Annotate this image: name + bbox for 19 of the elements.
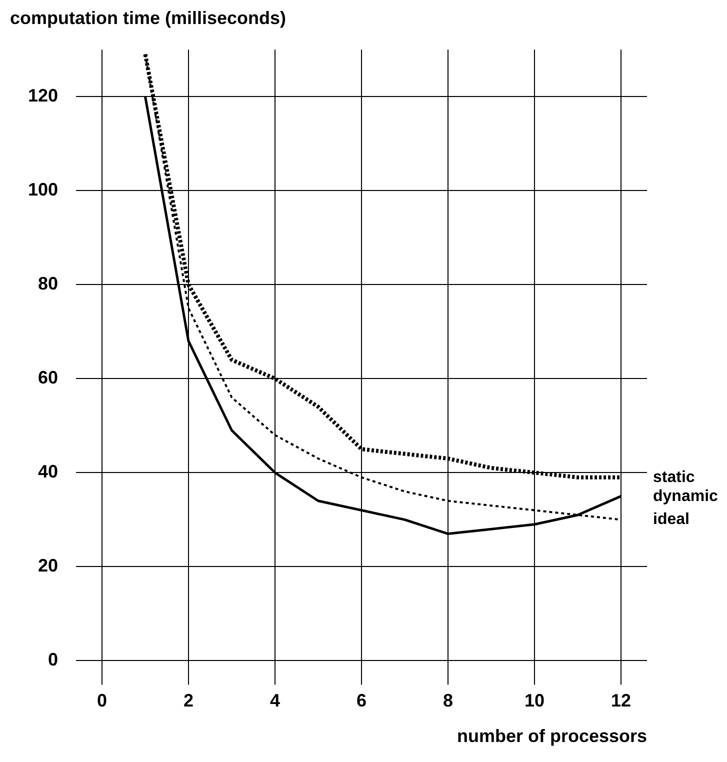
x-tick-label: 4 [270, 690, 280, 711]
x-axis-title: number of processors [456, 726, 647, 746]
series-label: ideal [653, 511, 690, 528]
y-tick-label: 80 [38, 274, 58, 294]
x-tick-label: 12 [611, 690, 632, 711]
x-tick-label: 8 [443, 690, 454, 711]
y-tick-label: 100 [28, 180, 58, 200]
x-tick-label: 6 [356, 690, 367, 711]
y-tick-label: 40 [38, 462, 58, 482]
y-tick-label: 0 [48, 650, 58, 670]
y-tick-label: 60 [38, 368, 58, 388]
series-label: static [653, 468, 695, 486]
y-tick-label: 20 [38, 556, 58, 576]
x-tick-label: 0 [96, 690, 107, 711]
y-tick-label: 120 [28, 86, 58, 106]
series-label: dynamic [653, 488, 718, 505]
x-tick-label: 2 [183, 690, 194, 711]
x-tick-label: 10 [524, 690, 545, 711]
chart-title: computation time (milliseconds) [10, 8, 286, 28]
